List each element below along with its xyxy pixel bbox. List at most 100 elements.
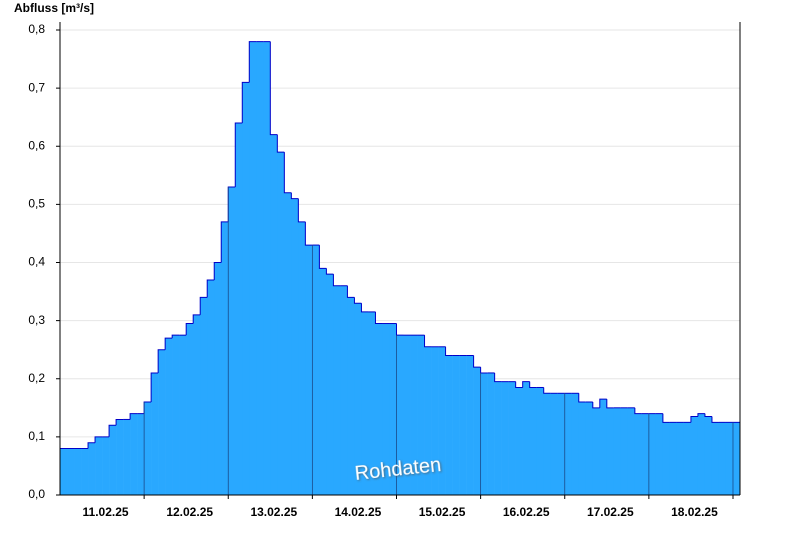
area-step	[123, 419, 131, 495]
area-step	[242, 82, 250, 495]
step-line	[87, 442, 96, 449]
step-line	[445, 346, 453, 356]
area-step	[102, 436, 110, 495]
step-line	[234, 122, 243, 187]
area-step	[655, 413, 664, 495]
x-tick-label: 13.02.25	[250, 505, 297, 519]
step-line	[220, 221, 229, 263]
area-step	[452, 355, 460, 495]
area-step	[585, 402, 594, 495]
area-step	[88, 442, 96, 495]
step-line	[662, 413, 670, 423]
step-line	[634, 407, 642, 415]
step-line	[171, 334, 180, 339]
area-step	[109, 425, 117, 495]
area-step	[641, 413, 650, 495]
step-line	[606, 399, 614, 409]
area-step	[326, 274, 334, 495]
x-tick-label: 12.02.25	[166, 505, 213, 519]
area-step	[529, 387, 538, 495]
step-line	[543, 387, 551, 394]
area-step	[382, 323, 390, 495]
step-line	[157, 349, 166, 373]
area-step	[74, 448, 82, 495]
step-line	[283, 152, 292, 194]
area-step	[256, 41, 264, 495]
step-line	[108, 424, 117, 437]
area-step	[473, 367, 481, 495]
step-line	[690, 416, 698, 423]
area-step	[522, 381, 530, 495]
area-step	[60, 448, 68, 495]
area-step	[130, 413, 138, 495]
area-step	[333, 285, 341, 495]
area-step	[613, 407, 622, 495]
step-line	[578, 393, 586, 403]
area-step	[648, 413, 657, 495]
area-step	[158, 349, 166, 495]
area-step	[200, 297, 208, 495]
y-tick-label: 0,7	[28, 80, 45, 94]
step-line	[395, 323, 404, 336]
step-line	[697, 413, 705, 417]
area-step	[557, 393, 566, 495]
area-step	[214, 262, 222, 495]
area-step	[564, 393, 573, 495]
area-step	[669, 422, 678, 495]
y-tick-label: 0,3	[28, 313, 45, 327]
area-step	[179, 335, 187, 495]
area-step	[501, 381, 509, 495]
step-line	[115, 418, 124, 426]
area-step	[319, 268, 327, 495]
area-step	[277, 152, 285, 495]
area-step	[193, 314, 201, 495]
step-line	[318, 245, 327, 269]
area-step	[207, 279, 215, 495]
step-line	[424, 335, 432, 348]
area-step	[186, 323, 194, 495]
step-line	[480, 367, 488, 374]
area-step	[466, 355, 474, 495]
area-step	[221, 221, 229, 495]
step-line	[522, 381, 530, 388]
area-step	[690, 416, 699, 495]
area-step	[172, 335, 180, 495]
step-line	[360, 303, 369, 313]
y-tick-label: 0,1	[28, 429, 45, 443]
area-step	[249, 41, 257, 495]
y-tick-label: 0,6	[28, 138, 45, 152]
step-line	[192, 314, 201, 324]
area-step	[403, 335, 411, 495]
step-line	[290, 192, 299, 200]
area-step	[347, 297, 355, 495]
area-step	[494, 381, 502, 495]
step-line	[599, 398, 607, 408]
step-line	[515, 381, 523, 388]
area-step	[368, 311, 376, 495]
step-line	[529, 381, 537, 388]
area-step	[634, 413, 643, 495]
area-step	[417, 335, 425, 495]
step-line	[241, 81, 250, 123]
area-step	[312, 245, 320, 495]
area-step	[431, 346, 439, 495]
step-line	[353, 297, 362, 304]
step-line	[473, 355, 481, 368]
area-step	[116, 419, 124, 495]
x-tick-label: 11.02.25	[83, 505, 129, 519]
area-step	[711, 422, 720, 495]
area-step	[445, 355, 453, 495]
step-line	[199, 296, 208, 315]
area-step	[606, 407, 615, 495]
y-tick-label: 0,5	[28, 197, 45, 211]
step-line	[129, 413, 138, 420]
area-step	[543, 393, 552, 495]
area-step	[550, 393, 559, 495]
x-tick-label: 14.02.25	[335, 505, 382, 519]
step-line	[150, 372, 159, 402]
y-tick-label: 0,0	[28, 487, 45, 501]
area-step	[508, 381, 516, 495]
area-step	[704, 416, 713, 495]
area-step	[725, 422, 734, 495]
area-step	[137, 413, 145, 495]
